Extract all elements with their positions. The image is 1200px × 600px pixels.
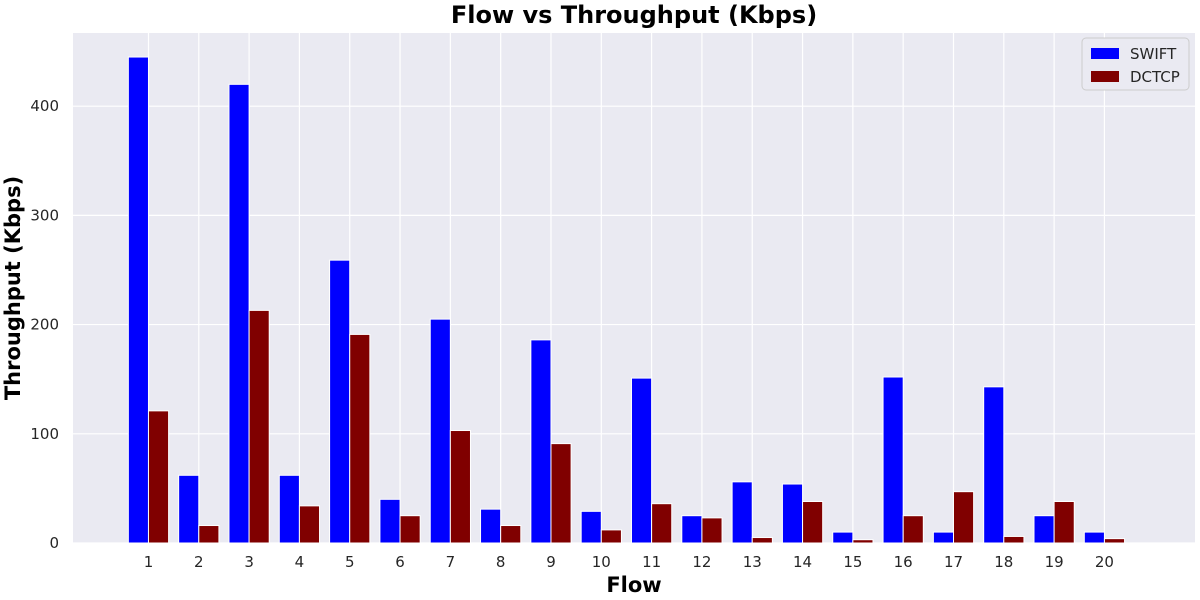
dctcp-bar [952, 491, 975, 544]
x-tick-label: 4 [295, 553, 305, 571]
y-tick-label: 300 [30, 206, 59, 224]
x-tick-label: 8 [496, 553, 506, 571]
swift-bar [127, 56, 149, 544]
swift-bar [429, 318, 451, 544]
x-tick-label: 11 [642, 553, 661, 571]
swift-bar [1033, 515, 1055, 544]
x-tick-label: 12 [692, 553, 711, 571]
dctcp-bar [701, 517, 723, 544]
dctcp-bar [902, 515, 924, 544]
swift-bar [379, 498, 401, 544]
legend: SWIFT DCTCP [1081, 37, 1190, 91]
x-tick-label: 3 [244, 553, 254, 571]
dctcp-bar [1103, 538, 1126, 544]
x-tick-label: 20 [1095, 553, 1114, 571]
x-tick-label: 5 [345, 553, 355, 571]
swift-bar [983, 386, 1005, 544]
swift-bar [480, 508, 502, 544]
dctcp-bar [147, 410, 170, 544]
dctcp-bar [751, 537, 773, 544]
legend-label-dctcp: DCTCP [1130, 68, 1180, 86]
swift-bar [228, 83, 250, 544]
dctcp-bar [449, 430, 471, 544]
dctcp-bar [349, 333, 371, 544]
x-tick-label: 17 [944, 553, 963, 571]
dctcp-bar [198, 525, 220, 544]
dctcp-bar [298, 505, 321, 544]
x-tick-label: 18 [994, 553, 1013, 571]
swift-bar [882, 376, 904, 544]
x-tick-label: 2 [194, 553, 204, 571]
swift-bar [1083, 531, 1105, 544]
swift-bar [329, 259, 351, 544]
y-tick-label: 0 [49, 534, 59, 552]
swift-bar [832, 531, 854, 544]
x-axis-label: Flow [606, 573, 661, 597]
x-tick-label: 19 [1045, 553, 1064, 571]
dctcp-bar [1053, 501, 1075, 544]
swift-bar [781, 483, 804, 544]
swift-bar [681, 515, 703, 544]
dctcp-bar [550, 443, 572, 544]
x-tick-label: 7 [446, 553, 456, 571]
x-tick-labels: 1 2 3 4 5 6 7 8 9 10 11 12 13 14 15 16 17 18 19 20 [144, 553, 1114, 571]
x-tick-label: 15 [843, 553, 862, 571]
dctcp-bar [399, 515, 421, 544]
dctcp-bar [1003, 535, 1025, 544]
y-axis-label: Throughput (Kbps) [1, 176, 25, 400]
legend-label-swift: SWIFT [1130, 45, 1177, 63]
bars-group [127, 56, 1126, 544]
grid-lines [73, 33, 1195, 544]
swift-bar [932, 531, 954, 544]
x-tick-label: 6 [395, 553, 405, 571]
x-tick-label: 13 [743, 553, 762, 571]
y-tick-labels: 0 100 200 300 400 [30, 97, 59, 552]
swift-bar [178, 474, 200, 544]
dctcp-bar [500, 525, 522, 544]
swift-bar [580, 510, 602, 544]
x-tick-label: 16 [894, 553, 913, 571]
y-tick-label: 400 [30, 97, 59, 115]
x-tick-label: 10 [592, 553, 611, 571]
legend-swatch-dctcp [1091, 71, 1119, 82]
swift-bar [530, 339, 552, 544]
swift-bar [630, 377, 653, 544]
dctcp-bar [852, 539, 874, 544]
dctcp-bar [802, 501, 824, 544]
y-tick-label: 100 [30, 425, 59, 443]
legend-swatch-swift [1091, 48, 1119, 59]
swift-bar [731, 481, 753, 544]
x-tick-label: 9 [546, 553, 556, 571]
swift-bar [278, 474, 300, 544]
dctcp-bar [600, 529, 622, 544]
x-tick-label: 1 [144, 553, 154, 571]
dctcp-bar [248, 309, 270, 544]
chart-title: Flow vs Throughput (Kbps) [451, 1, 817, 29]
dctcp-bar [651, 503, 673, 544]
y-tick-label: 200 [30, 316, 59, 334]
x-tick-label: 14 [793, 553, 812, 571]
